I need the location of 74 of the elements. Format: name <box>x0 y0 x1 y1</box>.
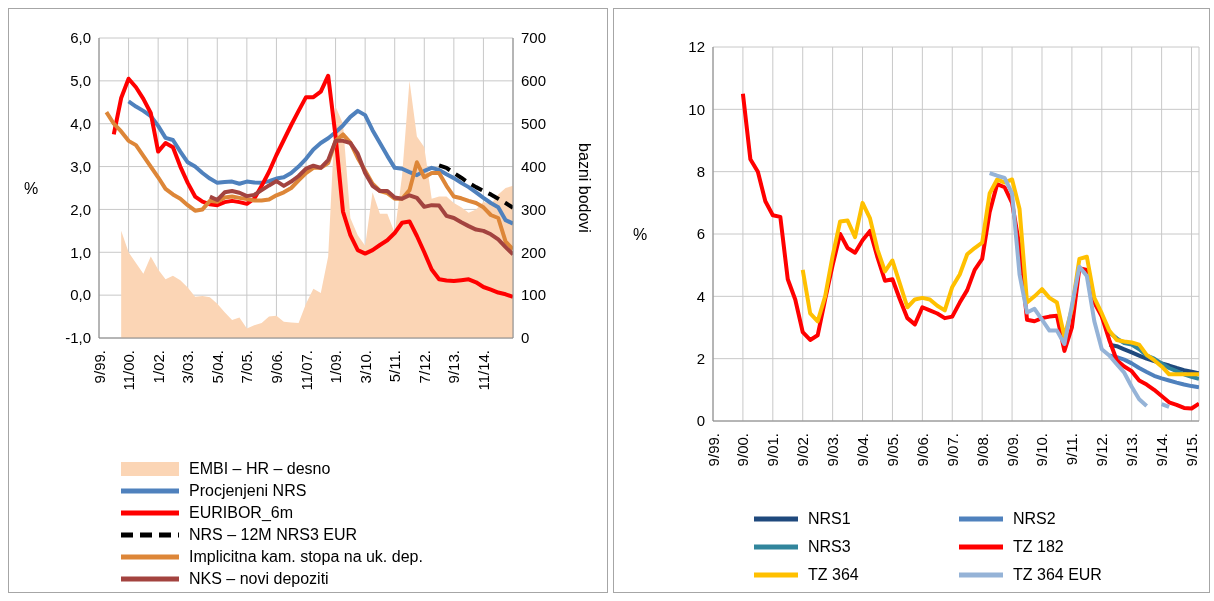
x-tick-label: 9/01. <box>764 433 782 467</box>
x-tick-label: 9/14. <box>1153 433 1171 467</box>
x-tick-label: 9/10. <box>1033 433 1051 467</box>
x-tick-label: 9/13. <box>1123 433 1141 467</box>
y2-tick-label: 400 <box>521 157 547 175</box>
x-tick-label: 5/11. <box>386 350 404 383</box>
x-tick-label: 9/06. <box>913 433 931 467</box>
legend-label: NRS – 12M NRS3 EUR <box>189 526 358 544</box>
x-tick-label: 1/09. <box>327 350 345 384</box>
legend-label: TZ 364 <box>808 566 859 584</box>
legend-label: Procjenjeni NRS <box>189 482 307 500</box>
x-tick-label: 7/12. <box>415 350 433 384</box>
y-tick-label: 8 <box>696 162 705 180</box>
y-axis-title: % <box>24 179 39 197</box>
x-tick-label: 5/04. <box>208 350 226 384</box>
y-tick-label: 12 <box>688 38 705 56</box>
y-tick-label: 6,0 <box>70 29 91 47</box>
x-tick-label: 9/00. <box>734 433 752 467</box>
line-series <box>800 177 1199 377</box>
y2-tick-label: 500 <box>521 115 547 133</box>
x-tick-label: 9/13. <box>445 350 463 384</box>
legend-label: EMBI – HR – desno <box>189 460 331 478</box>
line-series <box>207 138 513 257</box>
y2-tick-label: 600 <box>521 72 547 90</box>
legend-label: NRS2 <box>1013 510 1056 528</box>
y-tick-label: 2,0 <box>70 200 91 218</box>
legend-label: NKS – novi depoziti <box>189 570 329 588</box>
y-tick-label: 4,0 <box>70 115 91 133</box>
y2-tick-label: 100 <box>521 286 547 304</box>
x-tick-label: 9/11. <box>1063 433 1081 466</box>
y-tick-label: 0,0 <box>70 286 91 304</box>
x-tick-label: 3/10. <box>356 350 374 384</box>
x-tick-label: 3/03. <box>179 350 197 384</box>
y-tick-label: 4 <box>696 287 705 305</box>
x-tick-label: 11/14. <box>474 350 492 391</box>
line-series <box>126 99 513 226</box>
y-tick-label: 6 <box>696 225 705 243</box>
x-tick-label: 7/05. <box>238 350 256 384</box>
y2-tick-label: 200 <box>521 243 547 261</box>
legend-label: NRS1 <box>808 510 851 528</box>
legend-label: TZ 364 EUR <box>1013 566 1102 584</box>
y-tick-label: 2 <box>696 349 705 367</box>
y-tick-label: 0 <box>696 412 705 430</box>
x-tick-label: 9/05. <box>883 433 901 467</box>
x-tick-label: 9/06. <box>267 350 285 384</box>
legend-label: NRS3 <box>808 538 851 556</box>
y-tick-label: -1,0 <box>65 329 91 347</box>
x-tick-label: 9/02. <box>794 433 812 467</box>
x-tick-label: 1/02. <box>149 350 167 384</box>
x-tick-label: 9/07. <box>943 433 961 467</box>
x-tick-label: 9/03. <box>824 433 842 467</box>
y-tick-label: 10 <box>688 100 705 118</box>
y2-tick-label: 0 <box>521 329 530 347</box>
x-tick-label: 9/04. <box>854 433 872 467</box>
legend-label: EURIBOR_6m <box>189 504 294 522</box>
line-series <box>111 73 513 299</box>
x-tick-label: 9/99. <box>90 350 108 384</box>
x-tick-label: 9/99. <box>704 433 722 467</box>
x-tick-label: 9/15. <box>1183 433 1201 467</box>
x-tick-label: 9/09. <box>1003 433 1021 467</box>
legend-label: TZ 182 <box>1013 538 1064 556</box>
x-tick-label: 11/07. <box>297 350 315 391</box>
x-tick-label: 9/12. <box>1093 433 1111 467</box>
legend-label: Implicitna kam. stopa na uk. dep. <box>189 548 423 566</box>
line-series <box>437 163 513 210</box>
x-tick-label: 11/00. <box>120 350 138 391</box>
y-tick-label: 5,0 <box>70 72 91 90</box>
y-tick-label: 3,0 <box>70 157 91 175</box>
y2-tick-label: 700 <box>521 29 547 47</box>
y2-tick-label: 300 <box>521 200 547 218</box>
y2-axis-title: bazni bodovi <box>576 143 594 233</box>
x-tick-label: 9/08. <box>973 433 991 467</box>
y-axis-title: % <box>633 225 648 243</box>
y-tick-label: 1,0 <box>70 243 91 261</box>
